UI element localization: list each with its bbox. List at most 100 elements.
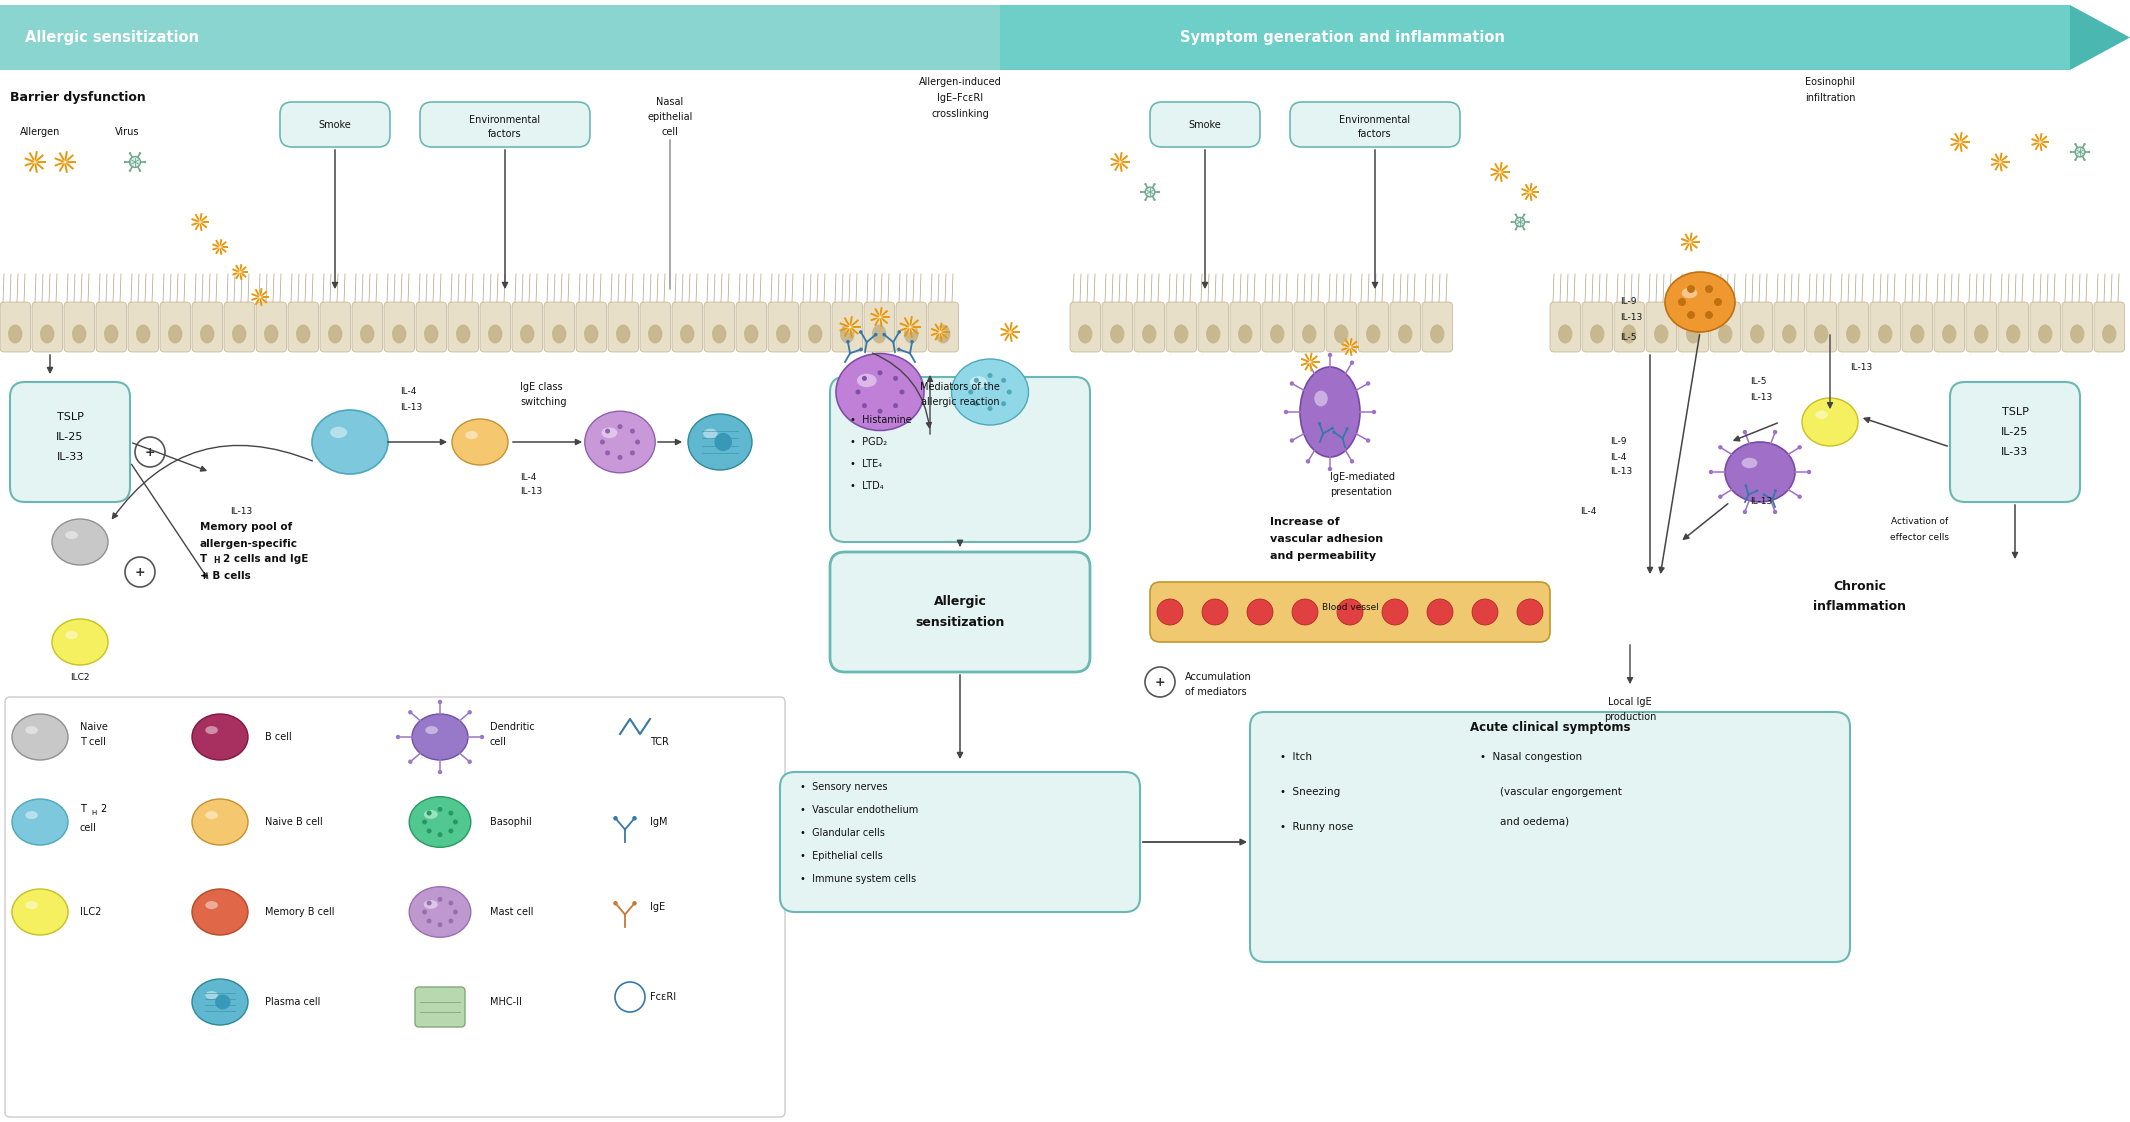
Circle shape xyxy=(422,819,428,825)
Text: infiltration: infiltration xyxy=(1804,93,1855,103)
Text: IL-13: IL-13 xyxy=(1751,393,1772,402)
Circle shape xyxy=(2083,158,2085,160)
Circle shape xyxy=(910,340,914,343)
Text: Virus: Virus xyxy=(115,127,138,137)
Text: Nasal: Nasal xyxy=(656,96,684,107)
Ellipse shape xyxy=(1333,324,1348,343)
Text: factors: factors xyxy=(488,129,522,139)
Circle shape xyxy=(846,323,854,331)
Text: of mediators: of mediators xyxy=(1184,687,1246,697)
Ellipse shape xyxy=(807,324,822,343)
Circle shape xyxy=(1338,599,1363,625)
Circle shape xyxy=(1293,599,1318,625)
FancyBboxPatch shape xyxy=(639,302,671,352)
Text: •  Nasal congestion: • Nasal congestion xyxy=(1480,752,1583,762)
FancyBboxPatch shape xyxy=(1551,302,1580,352)
Circle shape xyxy=(2075,144,2077,145)
FancyBboxPatch shape xyxy=(671,302,703,352)
Text: Basophil: Basophil xyxy=(490,817,532,827)
Ellipse shape xyxy=(1879,324,1891,343)
Circle shape xyxy=(2075,158,2077,160)
Circle shape xyxy=(856,389,861,395)
Circle shape xyxy=(1427,599,1453,625)
FancyBboxPatch shape xyxy=(160,302,190,352)
Circle shape xyxy=(633,816,637,820)
Ellipse shape xyxy=(452,419,507,465)
Ellipse shape xyxy=(703,429,718,439)
Ellipse shape xyxy=(311,410,388,473)
Ellipse shape xyxy=(743,324,758,343)
FancyBboxPatch shape xyxy=(607,302,639,352)
Text: Memory pool of: Memory pool of xyxy=(200,522,292,532)
Text: (vascular engorgement: (vascular engorgement xyxy=(1500,787,1621,797)
Circle shape xyxy=(1007,329,1014,335)
FancyBboxPatch shape xyxy=(1966,302,1996,352)
Circle shape xyxy=(892,403,899,408)
FancyBboxPatch shape xyxy=(1774,302,1804,352)
Circle shape xyxy=(1798,445,1802,450)
Text: •  Sneezing: • Sneezing xyxy=(1280,787,1340,797)
Circle shape xyxy=(1306,360,1310,365)
Circle shape xyxy=(1289,439,1295,443)
Circle shape xyxy=(437,922,443,927)
FancyBboxPatch shape xyxy=(128,302,158,352)
Circle shape xyxy=(1146,187,1154,197)
FancyBboxPatch shape xyxy=(447,302,479,352)
Text: and oedema): and oedema) xyxy=(1500,817,1570,827)
Text: Mediators of the: Mediators of the xyxy=(920,381,999,392)
Text: H: H xyxy=(92,810,96,816)
Text: Smoke: Smoke xyxy=(320,120,351,129)
FancyBboxPatch shape xyxy=(1261,302,1293,352)
Ellipse shape xyxy=(13,714,68,760)
Text: ILC2: ILC2 xyxy=(70,672,89,681)
Text: presentation: presentation xyxy=(1329,487,1393,497)
Text: epithelial: epithelial xyxy=(648,112,692,122)
FancyBboxPatch shape xyxy=(1742,302,1772,352)
Circle shape xyxy=(1144,199,1146,201)
Ellipse shape xyxy=(1142,324,1157,343)
Text: Memory B cell: Memory B cell xyxy=(264,907,334,917)
Ellipse shape xyxy=(1623,324,1636,343)
Circle shape xyxy=(1346,427,1348,431)
Ellipse shape xyxy=(200,324,215,343)
FancyBboxPatch shape xyxy=(1806,302,1836,352)
Circle shape xyxy=(426,901,432,905)
Circle shape xyxy=(409,760,413,764)
Text: IL-33: IL-33 xyxy=(2002,447,2028,457)
FancyBboxPatch shape xyxy=(1150,102,1261,147)
Text: IL-4: IL-4 xyxy=(520,472,537,481)
Ellipse shape xyxy=(1742,458,1757,468)
Circle shape xyxy=(1678,298,1687,306)
Circle shape xyxy=(1144,183,1146,185)
Circle shape xyxy=(479,735,484,739)
Circle shape xyxy=(973,378,980,383)
Circle shape xyxy=(32,158,38,166)
Circle shape xyxy=(873,333,878,337)
Circle shape xyxy=(1774,489,1776,493)
Text: •  Vascular endothelium: • Vascular endothelium xyxy=(801,804,918,815)
Circle shape xyxy=(1246,599,1274,625)
Circle shape xyxy=(1704,311,1713,319)
Circle shape xyxy=(1001,378,1005,383)
Text: Local IgE: Local IgE xyxy=(1608,697,1651,707)
Circle shape xyxy=(439,770,443,774)
Text: cell: cell xyxy=(662,127,679,137)
Ellipse shape xyxy=(13,889,68,935)
Text: vascular adhesion: vascular adhesion xyxy=(1269,534,1382,544)
Circle shape xyxy=(988,406,993,411)
Text: IL-9: IL-9 xyxy=(1610,438,1627,447)
Text: Acute clinical symptoms: Acute clinical symptoms xyxy=(1470,720,1629,734)
Ellipse shape xyxy=(26,901,38,909)
FancyBboxPatch shape xyxy=(865,302,895,352)
Circle shape xyxy=(1154,183,1157,185)
Ellipse shape xyxy=(839,324,854,343)
Text: Allergic: Allergic xyxy=(933,596,986,608)
Ellipse shape xyxy=(1589,324,1604,343)
Ellipse shape xyxy=(1802,398,1857,447)
FancyBboxPatch shape xyxy=(1150,582,1551,642)
FancyBboxPatch shape xyxy=(1949,381,2081,502)
Text: effector cells: effector cells xyxy=(1891,533,1949,542)
Text: allergen-specific: allergen-specific xyxy=(200,539,298,549)
Circle shape xyxy=(1517,599,1542,625)
Ellipse shape xyxy=(192,714,247,760)
